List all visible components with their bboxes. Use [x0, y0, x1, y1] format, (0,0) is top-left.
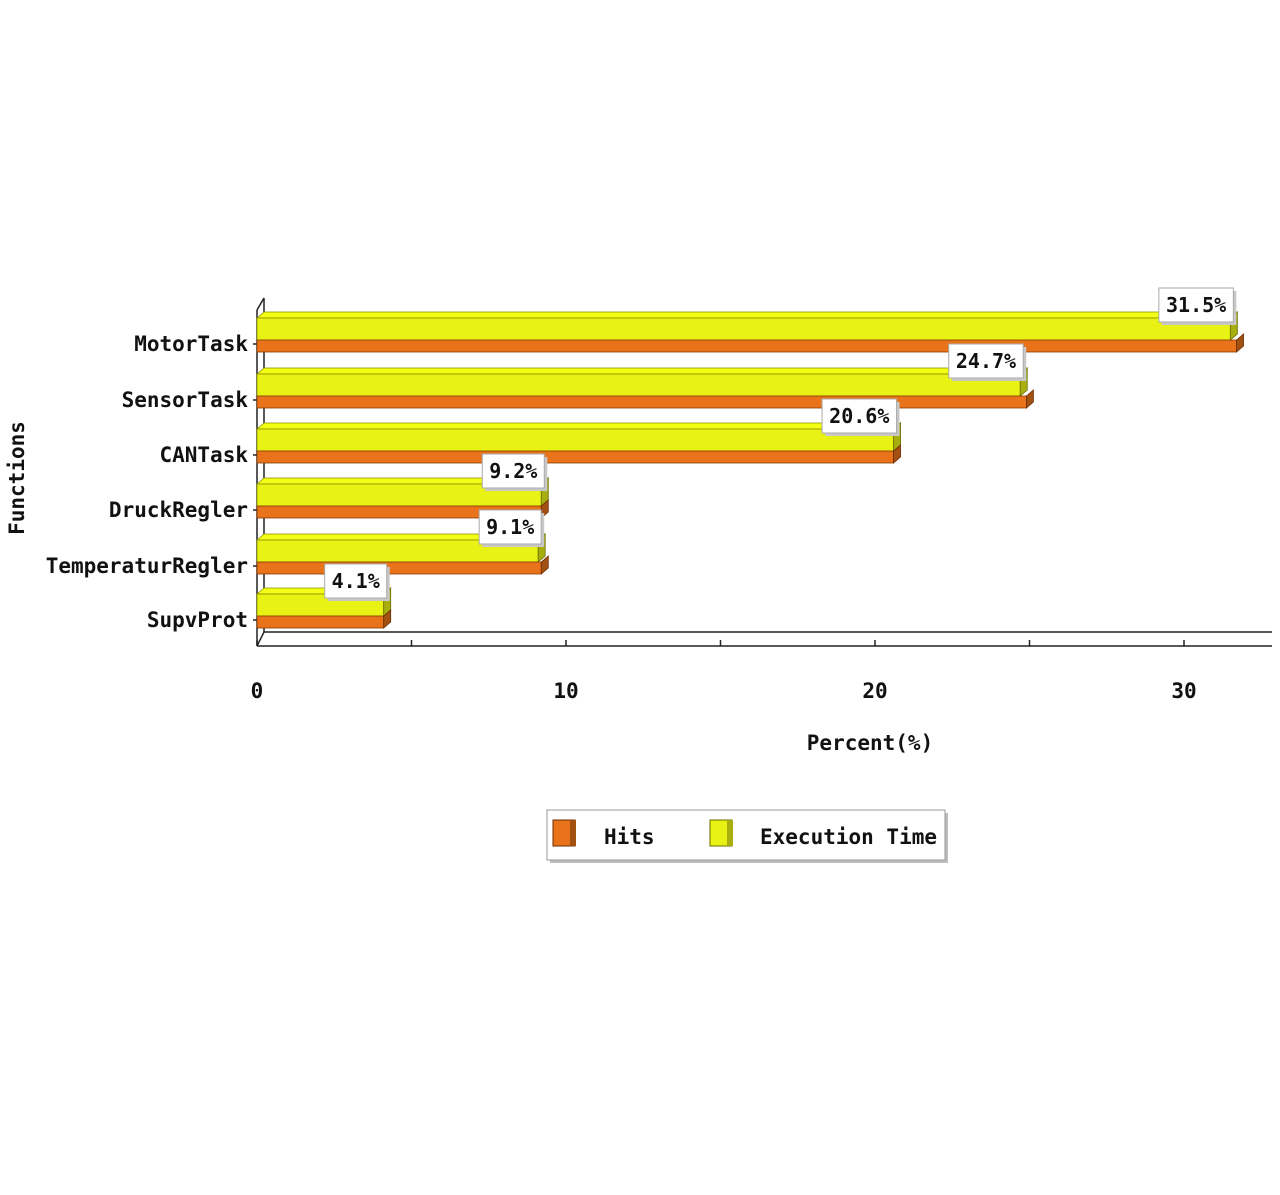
category-label: TemperaturRegler [46, 554, 248, 578]
execution-time-bar [256, 373, 1021, 397]
data-label-box [324, 563, 388, 599]
data-label: 9.2% [489, 459, 537, 483]
legend-box [546, 809, 946, 861]
hits-bar-side [540, 555, 549, 575]
legend-hits-swatch-side [570, 820, 576, 846]
data-label: 4.1% [332, 569, 380, 593]
legend-execution-time-swatch-side [727, 820, 733, 846]
x-tick-label: 10 [553, 679, 578, 703]
category-label: MotorTask [134, 332, 248, 356]
legend-execution-time-label: Execution Time [760, 825, 937, 849]
hits-bar [256, 339, 1237, 353]
category-label: DruckRegler [109, 498, 248, 522]
hits-bar [256, 450, 894, 464]
data-label: 31.5% [1166, 293, 1226, 317]
execution-time-bar-top [255, 367, 1029, 375]
hits-bar-side [893, 444, 901, 464]
execution-time-bar-top [255, 311, 1239, 319]
execution-time-bar [256, 317, 1231, 341]
data-label-box [1158, 287, 1234, 323]
y-axis-title: Functions [5, 421, 29, 535]
hits-bar-side [383, 609, 392, 629]
x-tick-label: 0 [251, 679, 264, 703]
hits-bar [256, 395, 1027, 409]
data-label-box [821, 398, 898, 434]
data-label: 20.6% [829, 404, 889, 428]
execution-time-bar-top [255, 422, 902, 430]
hits-bar [256, 561, 542, 575]
data-label-box [478, 509, 542, 545]
hits-bar-side [1026, 389, 1034, 409]
hits-bar [256, 615, 385, 629]
x-axis-title: Percent(%) [807, 731, 933, 755]
legend-hits-label: Hits [604, 825, 655, 849]
category-label: SupvProt [147, 608, 248, 632]
x-axis-corner-edge [256, 631, 265, 647]
data-label-box [948, 343, 1024, 379]
hits-bar-side [1236, 333, 1244, 353]
y-axis-top-edge [256, 297, 265, 311]
data-label: 9.1% [486, 515, 534, 539]
x-tick-label: 20 [862, 679, 887, 703]
execution-time-bar [256, 428, 894, 452]
data-label: 24.7% [956, 349, 1016, 373]
category-label: CANTask [159, 443, 248, 467]
data-label-box [481, 453, 545, 489]
x-tick-label: 30 [1171, 679, 1196, 703]
category-label: SensorTask [122, 388, 249, 412]
